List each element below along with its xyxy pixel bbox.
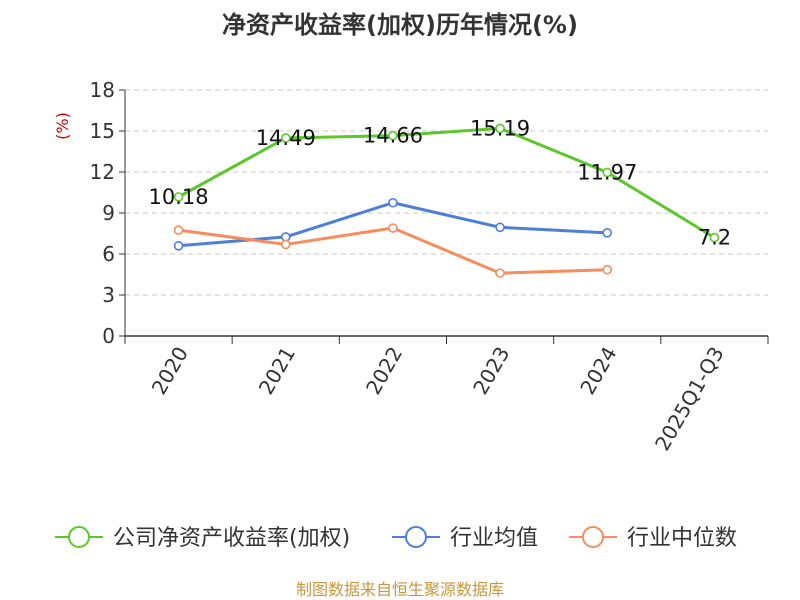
y-axis: 0 3 6 9 12 15 18 bbox=[90, 78, 126, 348]
y-tick-label: 12 bbox=[90, 160, 115, 184]
x-tick-label: 2023 bbox=[468, 343, 514, 399]
series-layer bbox=[173, 123, 720, 278]
y-tick-label: 15 bbox=[90, 119, 115, 143]
data-point[interactable] bbox=[173, 192, 184, 202]
data-point[interactable] bbox=[173, 225, 184, 235]
legend-item-3[interactable]: 行业中位数 bbox=[569, 526, 737, 551]
legend-item-2[interactable]: 行业均值 bbox=[392, 526, 538, 551]
legend-marker-icon bbox=[582, 526, 604, 548]
data-point[interactable] bbox=[388, 130, 398, 141]
legend-marker-icon bbox=[405, 526, 427, 548]
series-line bbox=[177, 126, 716, 240]
data-point[interactable] bbox=[280, 239, 291, 250]
x-tick-label: 2025Q1-Q3 bbox=[650, 343, 729, 455]
data-labels: 10.18 14.49 14.66 15.19 11.97 7.2 bbox=[149, 116, 732, 249]
legend-label: 行业均值 bbox=[450, 526, 538, 551]
data-point[interactable] bbox=[388, 197, 398, 208]
data-point[interactable] bbox=[280, 133, 291, 143]
y-axis-label: (%) bbox=[53, 112, 72, 140]
data-point[interactable] bbox=[495, 268, 505, 278]
series-3 bbox=[173, 223, 613, 278]
data-label: 7.2 bbox=[698, 226, 731, 250]
data-label: 14.49 bbox=[256, 126, 316, 150]
series-1 bbox=[173, 123, 720, 243]
source-note: 制图数据来自恒生聚源数据库 bbox=[296, 580, 504, 599]
x-tick-label: 2024 bbox=[575, 343, 621, 399]
data-point[interactable] bbox=[709, 232, 720, 243]
chart-title: 净资产收益率(加权)历年情况(%) bbox=[222, 11, 578, 39]
data-label: 11.97 bbox=[577, 160, 637, 184]
data-label: 14.66 bbox=[363, 124, 423, 148]
data-point[interactable] bbox=[495, 123, 505, 134]
legend-label: 行业中位数 bbox=[627, 526, 737, 551]
x-axis: 2020 2021 2022 2023 2024 2025Q1-Q3 bbox=[124, 335, 769, 455]
legend-marker-icon bbox=[68, 526, 90, 548]
grid-lines bbox=[125, 89, 768, 296]
y-tick-label: 9 bbox=[102, 201, 115, 225]
data-point[interactable] bbox=[602, 167, 613, 178]
x-tick-label: 2020 bbox=[147, 343, 193, 399]
data-point[interactable] bbox=[602, 228, 613, 238]
y-tick-label: 6 bbox=[102, 242, 115, 266]
data-point[interactable] bbox=[173, 241, 184, 251]
data-label: 15.19 bbox=[470, 116, 530, 140]
legend-label: 公司净资产收益率(加权) bbox=[113, 526, 350, 551]
data-point[interactable] bbox=[388, 223, 398, 233]
series-line bbox=[177, 226, 609, 275]
x-tick-label: 2022 bbox=[361, 343, 407, 399]
x-tick-label: 2021 bbox=[254, 343, 300, 399]
data-label: 10.18 bbox=[149, 185, 209, 209]
data-point[interactable] bbox=[602, 264, 613, 275]
y-tick-label: 18 bbox=[90, 78, 115, 102]
legend-item-1[interactable]: 公司净资产收益率(加权) bbox=[55, 526, 350, 551]
data-point[interactable] bbox=[495, 222, 505, 233]
legend[interactable]: 公司净资产收益率(加权) 行业均值 行业中位数 bbox=[55, 526, 737, 551]
y-tick-label: 0 bbox=[102, 324, 115, 348]
y-tick-label: 3 bbox=[102, 283, 115, 307]
